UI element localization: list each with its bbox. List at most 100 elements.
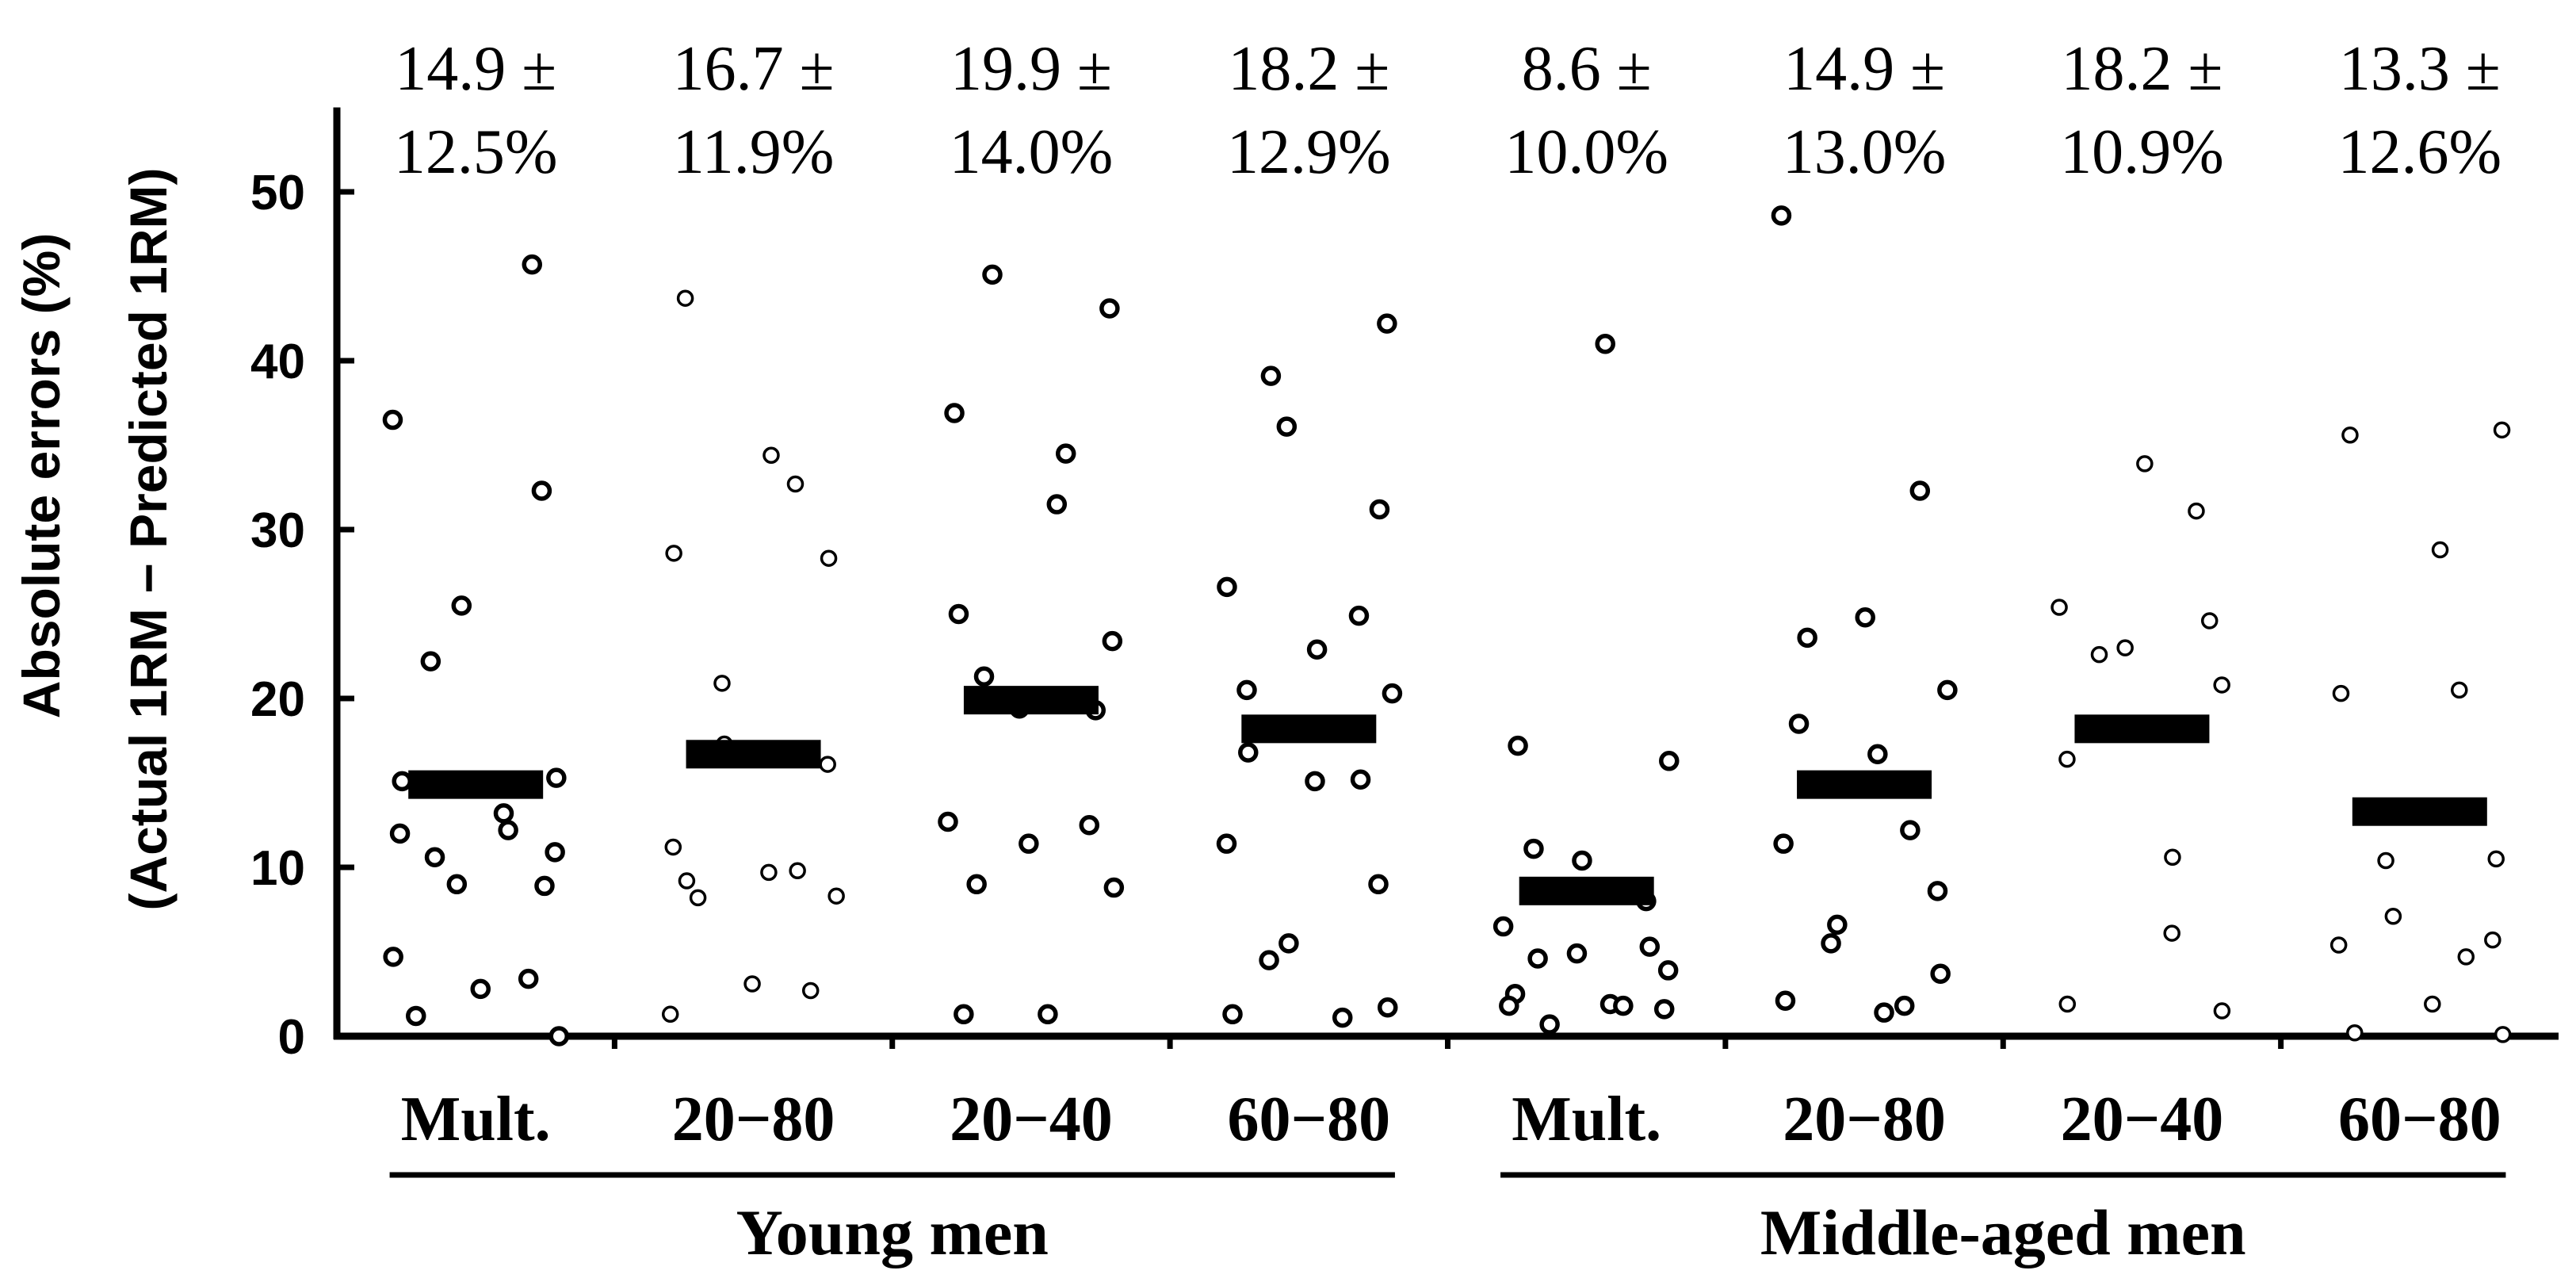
data-point — [1657, 960, 1679, 981]
data-point — [1827, 914, 1848, 936]
data-point — [1238, 742, 1259, 763]
data-point — [664, 838, 682, 856]
data-point — [1771, 205, 1792, 226]
data-point — [676, 289, 694, 307]
column-stat-sd: 10.9% — [2060, 117, 2224, 187]
data-point — [786, 475, 805, 493]
data-point — [2424, 995, 2441, 1013]
data-point — [2493, 421, 2511, 439]
data-point — [713, 675, 731, 692]
column-stat-sd: 12.9% — [1227, 117, 1391, 187]
data-point — [2163, 924, 2180, 942]
data-point — [1306, 639, 1328, 660]
data-point — [1821, 933, 1841, 954]
data-point — [982, 264, 1003, 285]
data-point — [661, 1005, 679, 1024]
mean-bar — [408, 770, 544, 799]
data-point — [1508, 735, 1528, 756]
data-point — [1099, 298, 1120, 319]
data-point — [2332, 684, 2350, 702]
x-tick-label: Mult. — [401, 1085, 551, 1154]
data-point — [2484, 931, 2501, 949]
column-stat-mean: 18.2 ± — [2061, 34, 2222, 104]
column-stat-sd: 10.0% — [1504, 117, 1668, 187]
column-stat-sd: 14.0% — [950, 117, 1114, 187]
data-point — [760, 863, 778, 882]
data-point — [1492, 916, 1514, 937]
data-point — [1278, 933, 1299, 954]
data-point — [2213, 676, 2230, 694]
data-point — [1595, 333, 1615, 354]
data-point — [1038, 1004, 1058, 1025]
data-point — [1639, 936, 1661, 957]
data-points — [382, 205, 2512, 1047]
data-point — [545, 842, 565, 863]
column-stat-mean: 16.7 ± — [673, 34, 835, 104]
column-stat-sd: 13.0% — [1783, 117, 1947, 187]
mean-bar — [1519, 876, 1654, 905]
data-point — [1539, 1014, 1560, 1035]
data-point — [743, 975, 761, 993]
data-point — [1499, 995, 1519, 1016]
data-point — [382, 409, 403, 430]
data-point — [546, 767, 567, 788]
data-point — [1217, 576, 1237, 598]
column-stat-sd: 11.9% — [673, 117, 835, 187]
data-point — [2200, 612, 2219, 629]
data-point — [762, 446, 780, 465]
data-point — [973, 666, 995, 687]
y-axis-label-line2: (Actual 1RM − Predicted 1RM) — [119, 167, 178, 910]
data-point — [498, 820, 518, 840]
mean-bars — [408, 686, 2487, 905]
data-point — [1350, 769, 1371, 790]
data-point — [424, 847, 445, 867]
data-point — [1900, 820, 1921, 840]
data-point — [2136, 455, 2154, 473]
mean-bar — [963, 686, 1099, 715]
group-label: Young men — [736, 1196, 1049, 1268]
data-point — [819, 756, 836, 773]
data-point — [392, 771, 412, 792]
group-labels: Young men Middle-aged men — [389, 1172, 2506, 1268]
data-point — [2213, 1002, 2231, 1020]
y-tick-label: 30 — [250, 503, 305, 558]
data-point — [1276, 416, 1298, 437]
data-point — [1874, 1002, 1894, 1023]
data-point — [820, 549, 838, 567]
data-point — [1348, 605, 1370, 626]
data-point — [1930, 963, 1951, 984]
data-point — [1382, 683, 1403, 704]
data-point — [522, 254, 543, 275]
mean-bar — [686, 740, 821, 769]
data-point — [2164, 848, 2181, 866]
stat-labels: 14.9 ± 12.5% 16.7 ± 11.9% 19.9 ± 14.0% 18.2 ± 1… — [394, 34, 2501, 187]
data-point — [2090, 645, 2108, 664]
data-point — [1260, 365, 1282, 386]
data-point — [1523, 838, 1544, 859]
y-ticks: 0 10 20 30 40 50 — [250, 166, 354, 1065]
data-point — [1773, 833, 1794, 854]
column-stat-mean: 18.2 ± — [1228, 34, 1389, 104]
data-point — [1332, 1007, 1353, 1028]
data-point — [665, 545, 682, 562]
column-stat-sd: 12.6% — [2337, 117, 2501, 187]
data-point — [2058, 750, 2076, 768]
data-point — [827, 887, 845, 905]
data-point — [2116, 639, 2134, 656]
data-point — [1377, 313, 1397, 334]
data-point — [446, 874, 468, 895]
data-point — [518, 968, 539, 989]
data-point — [2451, 681, 2468, 699]
data-point — [1102, 630, 1123, 652]
column-stat-mean: 8.6 ± — [1522, 34, 1652, 104]
data-point — [938, 811, 958, 832]
data-point — [1216, 833, 1237, 854]
data-point — [2188, 502, 2205, 520]
data-point — [1046, 494, 1068, 515]
data-point — [1236, 679, 1257, 701]
data-point — [678, 872, 696, 890]
data-point — [1055, 443, 1076, 464]
data-point — [1259, 950, 1279, 970]
data-point — [954, 1004, 974, 1025]
